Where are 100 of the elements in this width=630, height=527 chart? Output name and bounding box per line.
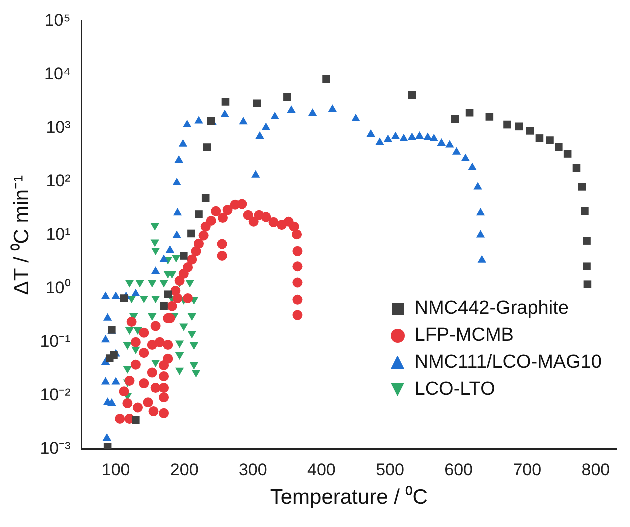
point	[504, 120, 512, 129]
point	[536, 134, 544, 142]
point	[180, 324, 188, 332]
point	[194, 116, 204, 124]
point	[526, 127, 534, 135]
point	[150, 240, 160, 248]
point	[486, 113, 494, 121]
point	[175, 340, 184, 348]
point	[287, 106, 296, 114]
point	[474, 182, 482, 190]
point	[186, 280, 194, 288]
point	[515, 122, 524, 131]
point	[192, 370, 201, 378]
point	[136, 280, 144, 288]
legend-label: LCO-LTO	[414, 378, 496, 402]
point	[110, 352, 118, 360]
point	[408, 92, 416, 100]
x-tick-label: 500	[376, 460, 404, 480]
point	[183, 120, 192, 128]
y-tick-label: 10²	[46, 171, 72, 190]
point	[150, 223, 160, 231]
point	[151, 360, 160, 368]
point	[164, 271, 172, 279]
point	[188, 331, 196, 339]
y-tick-label: 10⁻³	[40, 439, 72, 458]
y-axis-title: ΔT / ⁰C min⁻¹	[10, 175, 34, 296]
point	[172, 255, 181, 263]
point	[188, 314, 196, 322]
point	[180, 252, 188, 260]
point	[476, 230, 486, 238]
point	[190, 342, 199, 350]
x-tick-label: 700	[513, 460, 542, 480]
x-tick-label: 800	[582, 460, 610, 480]
legend-label: LFP-MCMB	[414, 324, 514, 348]
point	[173, 208, 182, 216]
point	[132, 346, 140, 354]
point	[583, 237, 591, 245]
point	[322, 75, 330, 83]
point	[125, 328, 134, 336]
point	[262, 122, 271, 130]
point	[391, 132, 400, 140]
x-tick-label: 300	[238, 460, 268, 480]
point	[581, 207, 589, 216]
point	[164, 290, 172, 298]
point	[546, 136, 554, 144]
point	[195, 210, 203, 218]
point	[466, 108, 474, 117]
point	[400, 134, 408, 142]
point	[572, 164, 581, 172]
point	[430, 134, 438, 142]
point	[123, 366, 132, 374]
point	[328, 104, 338, 112]
point	[452, 147, 462, 155]
point	[583, 262, 591, 271]
y-tick-label: 10⁰	[46, 278, 71, 298]
y-tick-label: 10⁻²	[40, 386, 72, 405]
point	[555, 143, 563, 152]
x-axis-title: Temperature / ⁰C	[270, 486, 428, 510]
y-tick-label: 10³	[46, 118, 72, 137]
point	[175, 368, 184, 376]
y-tick-label: 10¹	[46, 224, 72, 244]
point	[424, 132, 432, 140]
point	[123, 342, 132, 350]
point	[452, 115, 460, 124]
point	[175, 352, 184, 360]
point	[384, 134, 393, 142]
point	[172, 230, 182, 238]
x-tick-label: 100	[102, 460, 130, 480]
legend-label: NMC111/LCO-MAG10	[414, 351, 602, 375]
point	[172, 178, 182, 186]
point	[203, 144, 212, 152]
x-tick-label: 200	[170, 460, 199, 480]
point	[239, 117, 248, 125]
point	[140, 296, 148, 304]
point	[151, 296, 160, 304]
point	[468, 162, 477, 170]
point	[151, 248, 160, 256]
point	[252, 170, 260, 178]
point	[308, 108, 318, 116]
point	[352, 114, 360, 122]
point	[222, 98, 230, 106]
point	[202, 194, 210, 202]
point	[148, 314, 157, 322]
point	[584, 280, 592, 288]
point	[188, 230, 196, 238]
point	[190, 362, 199, 370]
point	[220, 110, 230, 118]
point	[446, 140, 454, 148]
point	[564, 150, 572, 158]
x-tick-label: 400	[308, 460, 336, 480]
point	[134, 328, 142, 336]
point	[148, 280, 157, 288]
point	[476, 208, 486, 216]
point	[125, 280, 134, 288]
point	[160, 280, 168, 288]
legend-label: NMC442-Graphite	[414, 297, 569, 321]
point	[461, 154, 470, 162]
point	[160, 302, 168, 310]
point	[415, 132, 424, 140]
point	[366, 129, 376, 137]
